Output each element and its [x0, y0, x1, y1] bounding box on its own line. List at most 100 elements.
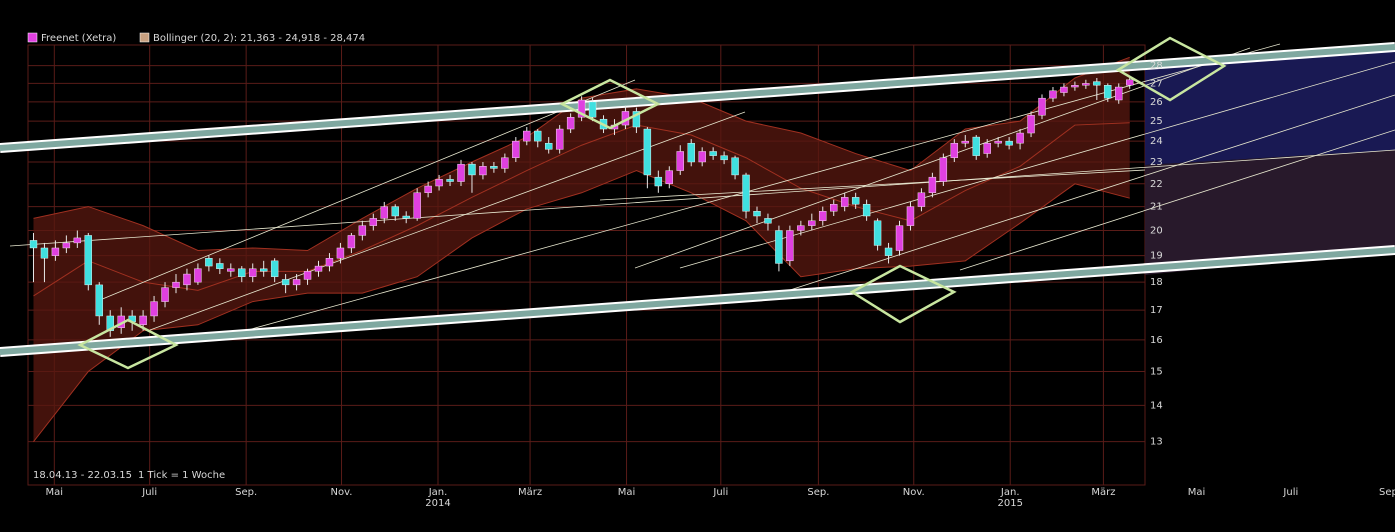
candle-body: [830, 204, 838, 212]
candle-body: [292, 279, 301, 286]
candle-body: [1082, 83, 1090, 86]
candle-body: [928, 176, 937, 193]
candle-body: [194, 268, 202, 283]
trend-line: [679, 61, 1395, 269]
x-tick-label: Nov.: [331, 487, 353, 498]
diamond: [849, 264, 957, 324]
tick-note: 1 Tick = 1 Woche: [138, 470, 225, 481]
candle-body: [1049, 90, 1057, 99]
candle-body: [281, 279, 290, 286]
candle-body: [106, 315, 114, 331]
trend-line: [9, 149, 1395, 247]
candle-body: [1016, 132, 1024, 144]
candle-body: [895, 225, 904, 251]
candle-body: [566, 117, 575, 130]
trend-line: [789, 94, 1395, 291]
candle-body: [40, 247, 49, 259]
trend-line: [959, 129, 1395, 271]
x-tick-label: Sep: [1379, 487, 1395, 498]
candle-body: [512, 140, 520, 158]
bollinger-fill: [33, 57, 1130, 442]
channel-lower: [0, 247, 1395, 355]
candle-body: [742, 174, 750, 212]
candle-body: [1093, 81, 1101, 86]
candle-body: [687, 142, 695, 163]
candle-body: [238, 268, 246, 277]
candle-body: [402, 215, 410, 219]
y-tick-label: 26: [1150, 97, 1163, 108]
candles: [29, 76, 1134, 337]
candle-body: [545, 142, 553, 150]
candle-body: [29, 240, 38, 249]
candle-body: [764, 218, 772, 224]
candle-body: [840, 197, 849, 207]
candle-body: [797, 225, 805, 231]
candle-body: [654, 176, 663, 187]
candle-body: [435, 179, 443, 187]
candle-body: [183, 273, 191, 286]
diamond: [1115, 36, 1227, 102]
x-tick-label: Sep.: [235, 487, 257, 498]
candle-body: [939, 157, 948, 182]
x-tick-label: März: [518, 487, 542, 498]
candle-body: [972, 136, 980, 156]
y-tick-label: 28: [1150, 61, 1163, 72]
candle-body: [424, 185, 432, 193]
y-tick-label: 16: [1150, 335, 1163, 346]
candle-body: [884, 247, 893, 256]
candle-body: [534, 130, 542, 142]
candle-body: [720, 155, 728, 161]
candle-body: [51, 247, 60, 256]
diamonds: [77, 36, 1227, 370]
candle-body: [95, 284, 103, 317]
x-tick-label: Nov.: [903, 487, 925, 498]
x-tick-label: Jan.: [1000, 487, 1020, 498]
candle-body: [698, 151, 706, 163]
y-tick-label: 14: [1150, 400, 1163, 411]
candle-body: [665, 170, 673, 184]
x-tick-label: März: [1091, 487, 1115, 498]
candle-body: [643, 128, 652, 176]
candle-body: [479, 166, 487, 176]
y-tick-label: 22: [1150, 179, 1163, 190]
candle-body: [336, 247, 345, 259]
x-year-label: 2015: [997, 498, 1022, 509]
candle-body: [851, 197, 860, 205]
candle-body: [73, 237, 82, 244]
candle-body: [270, 260, 279, 277]
candle-body: [523, 130, 531, 142]
candle-body: [1027, 115, 1035, 134]
candle-body: [862, 204, 871, 217]
x-tick-label: Juli: [1282, 487, 1298, 498]
candle-body: [62, 242, 71, 249]
candle-body: [577, 99, 586, 118]
candle-body: [588, 101, 597, 118]
legend-swatch: [139, 32, 150, 43]
x-tick-label: Juli: [712, 487, 728, 498]
candle-body: [775, 230, 783, 264]
candle-body: [961, 140, 969, 144]
candle-body: [413, 192, 421, 219]
y-tick-label: 15: [1150, 367, 1163, 378]
legend-swatch: [27, 32, 38, 43]
candle-body: [709, 151, 717, 156]
channel: [0, 42, 1395, 357]
candle-body: [303, 271, 312, 280]
candle-body: [819, 211, 827, 221]
x-tick-label: Sep.: [807, 487, 829, 498]
y-tick-label: 18: [1150, 277, 1163, 288]
axes: 13 14 15 16 17 18 19 20 21 22 23 24 25 26 27 28 Mai Juli S…: [46, 61, 1395, 509]
candle-body: [632, 111, 641, 128]
y-tick-label: 24: [1150, 136, 1163, 147]
candle-body: [358, 225, 367, 236]
legend-label: Bollinger (20, 2): 21,363 - 24,918 - 28,…: [153, 33, 365, 44]
trend-line: [599, 169, 1146, 201]
y-tick-label: 13: [1150, 437, 1163, 448]
candle-body: [325, 258, 334, 267]
diamond: [559, 78, 661, 130]
zone-lower: [1145, 150, 1395, 275]
candle-body: [753, 211, 761, 217]
candle-body: [731, 157, 739, 176]
